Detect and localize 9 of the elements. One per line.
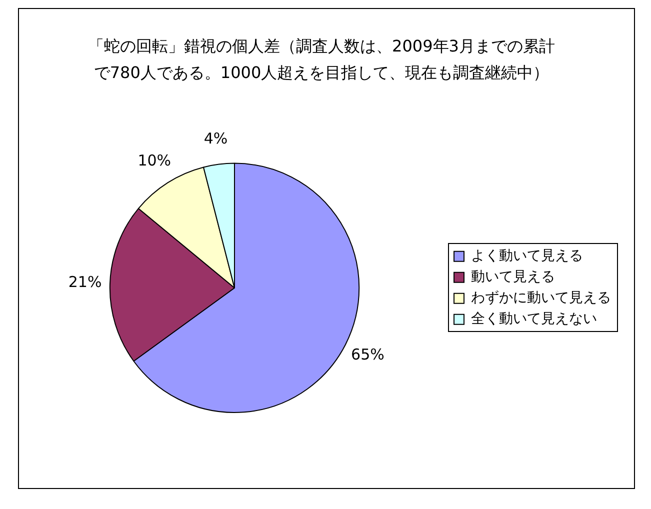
legend-label: よく動いて見える <box>471 248 583 264</box>
legend-label: わずかに動いて見える <box>471 290 611 306</box>
chart-title: 「蛇の回転」錯視の個人差（調査人数は、2009年3月までの累計で780人である。1000人超えを目指して、現在も調査継続中） <box>88 36 555 82</box>
data-label: 65% <box>351 346 384 364</box>
data-label: 21% <box>68 273 102 292</box>
legend-label: 全く動いて見えない <box>471 311 597 328</box>
legend-label: 動いて見える <box>471 269 555 286</box>
data-label: 10% <box>138 152 172 170</box>
data-label: 4% <box>204 129 228 148</box>
